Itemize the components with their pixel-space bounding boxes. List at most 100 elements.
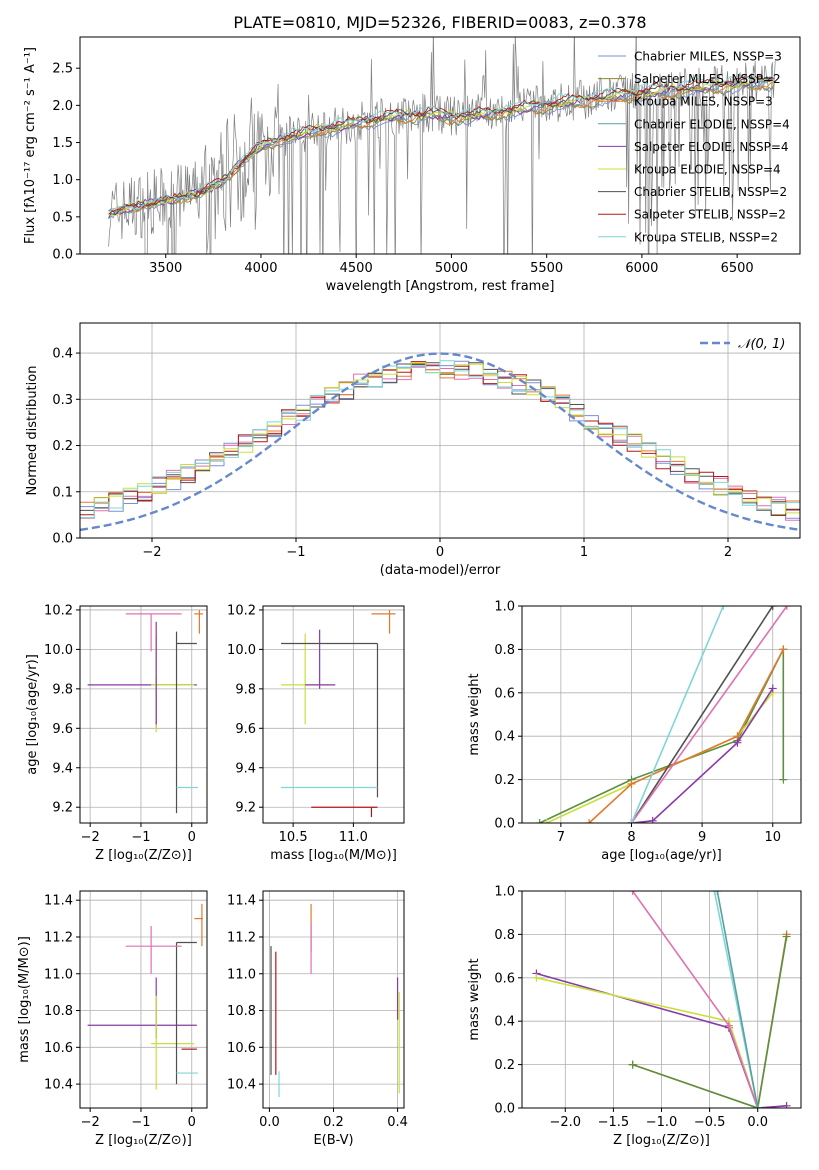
weight-marker bbox=[542, 819, 551, 823]
plot-area bbox=[87, 903, 203, 1090]
weight-marker bbox=[733, 738, 742, 747]
x-tick-label: 0.4 bbox=[387, 1115, 408, 1130]
weight-marker bbox=[768, 606, 777, 610]
weight-marker bbox=[585, 819, 594, 823]
plot-area bbox=[535, 606, 791, 823]
weight-marker bbox=[782, 1101, 791, 1108]
errorbar-point-2 bbox=[305, 629, 336, 689]
x-tick-label: 2 bbox=[724, 545, 732, 560]
y-axis-label: mass weight bbox=[467, 673, 482, 755]
chart-panel-4: 10.5 11.0 9.2 9.4 9.6 9.8 10.0 10.2 mass [log₁₀(… bbox=[227, 603, 405, 863]
y-tick-label: 0.6 bbox=[494, 971, 515, 986]
y-tick-label: 1.0 bbox=[494, 885, 515, 900]
legend-entry: Kroupa ELODIE, NSSP=4 bbox=[634, 163, 781, 177]
errorbar-point-2 bbox=[151, 995, 195, 1090]
y-tick-label: 0.2 bbox=[494, 773, 515, 788]
x-axis-label: Z [log₁₀(Z/Z⊙)] bbox=[95, 848, 192, 863]
x-axis-label: Z [log₁₀(Z/Z⊙)] bbox=[613, 1133, 710, 1148]
chart-panel-1: 3500 4000 4500 5000 5500 6000 6500 0.0 0.5 1.0 1.5… bbox=[23, 36, 801, 294]
weight-marker bbox=[627, 779, 636, 788]
observed-spectrum bbox=[108, 37, 776, 254]
y-tick-label: 9.6 bbox=[52, 722, 73, 737]
weight-line-7 bbox=[630, 606, 725, 823]
errorbar-point-2 bbox=[151, 635, 195, 733]
y-tick-label: 10.6 bbox=[227, 1041, 256, 1056]
weight-line-4 bbox=[632, 936, 788, 1108]
chart-panel-5: 7 8 9 10 0.0 0.2 0.4 0.6 0.8 1.0 age [log₁₀(age/yr… bbox=[467, 600, 802, 863]
y-tick-label: 10.0 bbox=[227, 643, 256, 658]
x-tick-label: 0 bbox=[188, 1115, 196, 1130]
x-tick-label: 0 bbox=[188, 830, 196, 845]
y-axis-label: mass weight bbox=[467, 958, 482, 1040]
x-tick-label: −1 bbox=[131, 830, 150, 845]
y-tick-label: 0.0 bbox=[494, 817, 515, 832]
x-tick-label: 0.0 bbox=[747, 1115, 768, 1130]
y-tick-label: 10.4 bbox=[44, 1078, 73, 1093]
legend-entry: Chabrier ELODIE, NSSP=4 bbox=[634, 117, 790, 131]
y-tick-label: 0.1 bbox=[52, 485, 73, 500]
y-tick-label: 9.4 bbox=[235, 761, 256, 776]
axes-frame bbox=[79, 890, 208, 1109]
y-tick-label: 9.2 bbox=[52, 801, 73, 816]
y-tick-label: 11.0 bbox=[44, 967, 73, 982]
x-tick-label: 4500 bbox=[340, 261, 373, 276]
x-tick-label: 5500 bbox=[530, 261, 563, 276]
weight-line-3 bbox=[588, 649, 785, 823]
plot-area bbox=[108, 37, 776, 254]
y-tick-label: 2.0 bbox=[52, 99, 73, 114]
weight-marker bbox=[782, 932, 791, 941]
weight-line-5 bbox=[630, 606, 774, 823]
errorbar-point-6 bbox=[371, 609, 396, 634]
x-tick-label: 8 bbox=[627, 830, 635, 845]
y-tick-label: 0.4 bbox=[494, 1015, 515, 1030]
x-tick-label: 9 bbox=[698, 830, 706, 845]
chart-panel-8: −2.0 −1.5 −1.0 −0.5 0.0 0.0 0.2 0.4 0.6 0.8 1.0 Z [… bbox=[467, 885, 802, 1148]
y-tick-label: 0.8 bbox=[494, 928, 515, 943]
residual-histogram-7 bbox=[80, 360, 800, 538]
x-tick-label: 4000 bbox=[244, 261, 277, 276]
axes-frame bbox=[521, 605, 802, 824]
x-tick-label: 7 bbox=[557, 830, 565, 845]
y-tick-label: 0.3 bbox=[52, 393, 73, 408]
y-tick-label: 9.2 bbox=[235, 801, 256, 816]
plot-area bbox=[87, 609, 203, 814]
x-tick-label: 3500 bbox=[149, 261, 182, 276]
x-axis-label: mass [log₁₀(M/M⊙)] bbox=[270, 848, 397, 863]
y-tick-label: 0.4 bbox=[52, 347, 73, 362]
weight-line-5 bbox=[631, 891, 759, 1108]
legend-entry: Salpeter ELODIE, NSSP=4 bbox=[634, 140, 789, 154]
plot-area bbox=[532, 891, 791, 1108]
y-tick-label: 0.8 bbox=[494, 643, 515, 658]
y-tick-label: 0.2 bbox=[494, 1058, 515, 1073]
x-tick-label: −2.0 bbox=[550, 1115, 582, 1130]
legend-entry: Kroupa STELIB, NSSP=2 bbox=[634, 230, 778, 244]
errorbar-point-4 bbox=[175, 631, 197, 814]
x-tick-label: 10 bbox=[764, 830, 781, 845]
weight-marker bbox=[713, 891, 722, 895]
x-tick-label: −1 bbox=[131, 1115, 150, 1130]
y-tick-label: 10.6 bbox=[44, 1041, 73, 1056]
y-tick-label: 10.4 bbox=[227, 1078, 256, 1093]
y-tick-label: 0.0 bbox=[52, 532, 73, 547]
weight-marker bbox=[535, 819, 544, 823]
weight-marker bbox=[779, 775, 788, 784]
axes-frame bbox=[262, 605, 405, 824]
errorbar-point-7 bbox=[194, 609, 203, 634]
x-tick-label: 11.0 bbox=[339, 830, 368, 845]
x-axis-label: Z [log₁₀(Z/Z⊙)] bbox=[95, 1133, 192, 1148]
weight-marker bbox=[627, 819, 636, 823]
y-axis-label: age [log₁₀(age/yr)] bbox=[25, 654, 40, 775]
x-tick-label: −1 bbox=[286, 545, 305, 560]
y-tick-label: 11.4 bbox=[44, 894, 73, 909]
y-tick-label: 9.8 bbox=[52, 682, 73, 697]
weight-line-7 bbox=[716, 891, 759, 1108]
errorbar-point-3 bbox=[281, 642, 379, 798]
x-axis-label: wavelength [Angstrom, rest frame] bbox=[326, 279, 555, 294]
x-tick-label: 10.5 bbox=[279, 830, 308, 845]
x-tick-label: 6500 bbox=[721, 261, 754, 276]
x-axis-label: (data-model)/error bbox=[380, 563, 501, 578]
weight-marker bbox=[628, 891, 637, 895]
y-tick-label: 9.4 bbox=[52, 761, 73, 776]
x-tick-label: 0.0 bbox=[259, 1115, 280, 1130]
x-tick-label: −1.0 bbox=[646, 1115, 678, 1130]
